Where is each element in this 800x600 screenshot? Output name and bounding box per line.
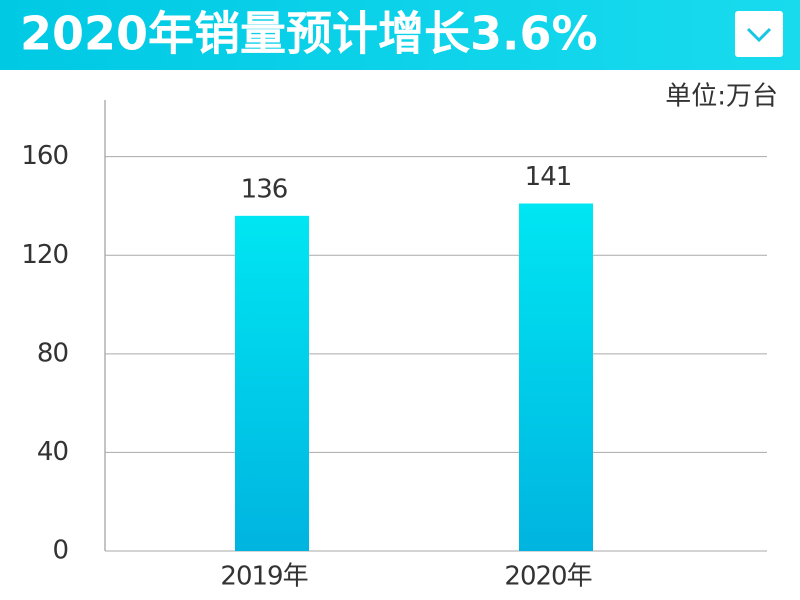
bar — [519, 203, 593, 552]
value-label: 136 — [241, 174, 288, 204]
bar — [235, 215, 309, 551]
y-tick-label: 120 — [21, 240, 68, 270]
y-tick-label: 40 — [37, 437, 68, 467]
unit-label: 单位:万台 — [665, 82, 778, 112]
chart-title: 2020年销量预计增长3.6% — [20, 7, 598, 61]
dropdown-button[interactable] — [735, 11, 783, 57]
y-tick-label: 0 — [52, 536, 68, 566]
y-tick-label: 160 — [21, 141, 68, 171]
value-label: 141 — [525, 162, 572, 192]
x-tick-label: 2019年 — [220, 562, 307, 592]
header-band — [0, 0, 800, 70]
x-tick-label: 2020年 — [504, 562, 591, 592]
y-tick-label: 80 — [37, 338, 68, 368]
